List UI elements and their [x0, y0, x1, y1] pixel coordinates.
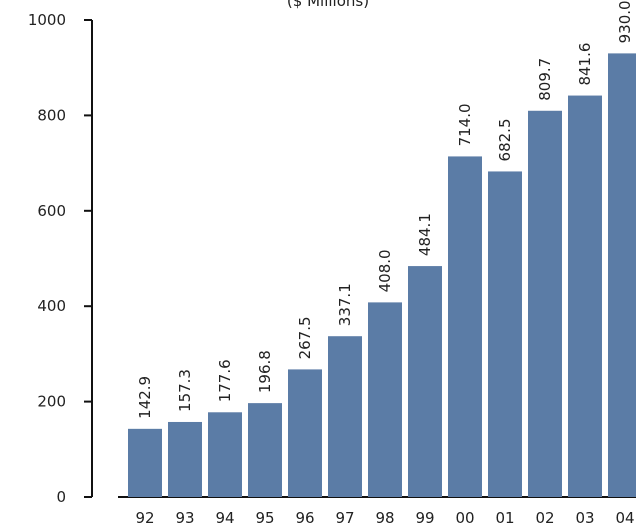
value-labels-group: 142.9 157.3 177.6 196.8 267.5 337.1 408.0 484.1… [136, 0, 634, 418]
y-tick-label: 400 [37, 297, 66, 315]
bar-value-label: 157.3 [176, 369, 194, 412]
bar-01 [488, 171, 522, 497]
bar-value-label: 196.8 [256, 350, 274, 393]
y-tick-label: 1000 [28, 11, 66, 29]
bar-96 [288, 369, 322, 497]
x-category-label: 02 [535, 509, 554, 527]
x-category-label: 98 [375, 509, 394, 527]
bar-value-label: 930.0 [616, 0, 634, 43]
bar-value-label: 267.5 [296, 316, 314, 359]
bar-value-label: 809.7 [536, 58, 554, 101]
x-category-label: 00 [455, 509, 474, 527]
x-category-label: 03 [575, 509, 594, 527]
x-category-label: 04 [615, 509, 634, 527]
y-tick-label: 800 [37, 106, 66, 124]
bar-98 [368, 302, 402, 497]
x-category-label: 93 [175, 509, 194, 527]
bar-04 [608, 53, 636, 497]
bar-95 [248, 403, 282, 497]
x-category-label: 99 [415, 509, 434, 527]
bar-92 [128, 428, 162, 497]
bar-value-label: 714.0 [456, 103, 474, 146]
x-category-label: 96 [295, 509, 314, 527]
x-axis-labels: 92 93 94 95 96 97 98 99 00 01 02 03 04 [135, 509, 634, 527]
bar-value-label: 484.1 [416, 213, 434, 256]
y-tick-label: 0 [56, 488, 66, 506]
bar-97 [328, 336, 362, 497]
bar-value-label: 337.1 [336, 283, 354, 326]
y-tick-label: 600 [37, 202, 66, 220]
chart-title: ($ Millions) [287, 0, 369, 10]
bar-02 [528, 110, 562, 497]
x-category-label: 94 [215, 509, 234, 527]
bar-value-label: 408.0 [376, 249, 394, 292]
x-category-label: 95 [255, 509, 274, 527]
bar-93 [168, 421, 202, 497]
x-category-label: 01 [495, 509, 514, 527]
bar-03 [568, 95, 602, 498]
bar-99 [408, 266, 442, 497]
bar-94 [208, 412, 242, 497]
bar-00 [448, 156, 482, 497]
bar-value-label: 142.9 [136, 376, 154, 419]
bar-value-label: 177.6 [216, 359, 234, 402]
x-category-label: 97 [335, 509, 354, 527]
y-tick-label: 200 [37, 393, 66, 411]
bar-value-label: 682.5 [496, 118, 514, 161]
y-axis-ticks: 0 200 400 600 800 1000 [28, 11, 92, 506]
x-category-label: 92 [135, 509, 154, 527]
bar-value-label: 841.6 [576, 43, 594, 86]
bars-group [128, 53, 636, 498]
